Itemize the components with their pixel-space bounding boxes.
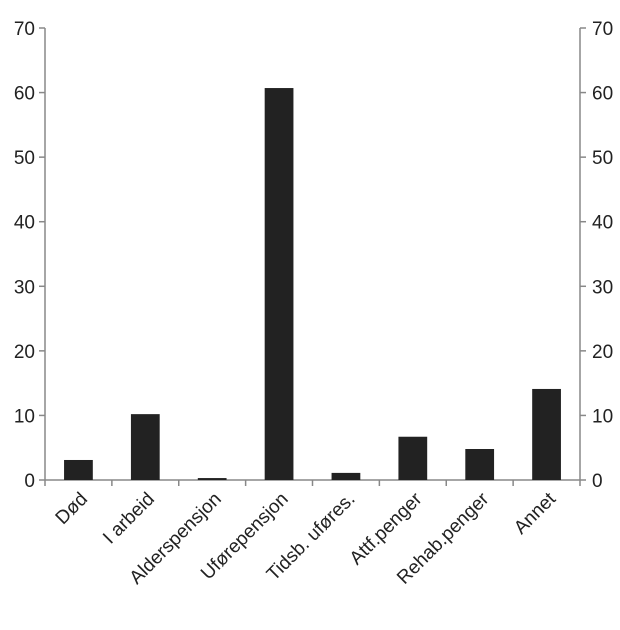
bars: [64, 88, 561, 481]
bar-5: [331, 472, 361, 480]
y-tick-label-left: 60: [14, 84, 35, 105]
y-tick-label-right: 60: [592, 84, 613, 105]
y-tick-label-right: 70: [592, 19, 613, 40]
bar-3: [197, 478, 227, 480]
y-tick-label-left: 70: [14, 19, 35, 40]
y-tick-label-right: 0: [592, 471, 603, 492]
labels: 0 0 10 10 20 20 30 30 40 40 50 50 60 60 70 70 Død I arbei…: [14, 19, 613, 589]
y-tick-label-left: 20: [14, 342, 35, 363]
y-tick-label-right: 40: [592, 213, 613, 234]
y-tick-label-right: 20: [592, 342, 613, 363]
y-tick-label-left: 0: [24, 471, 35, 492]
bar-2: [130, 414, 160, 480]
y-tick-label-left: 50: [14, 148, 35, 169]
axes: [39, 27, 586, 486]
y-tick-label-right: 10: [592, 406, 613, 427]
y-tick-label-right: 30: [592, 277, 613, 298]
bar-8: [532, 388, 561, 480]
y-tick-label-left: 40: [14, 213, 35, 234]
category-label: Død: [52, 489, 92, 529]
bar-7: [465, 449, 495, 480]
bar-6: [398, 436, 428, 480]
bar-4: [264, 88, 294, 481]
y-tick-label-right: 50: [592, 148, 613, 169]
bar-1: [64, 459, 93, 480]
y-tick-label-left: 10: [14, 406, 35, 427]
category-label: Annet: [510, 488, 560, 538]
category-label: I arbeid: [99, 489, 159, 549]
y-tick-label-left: 30: [14, 277, 35, 298]
